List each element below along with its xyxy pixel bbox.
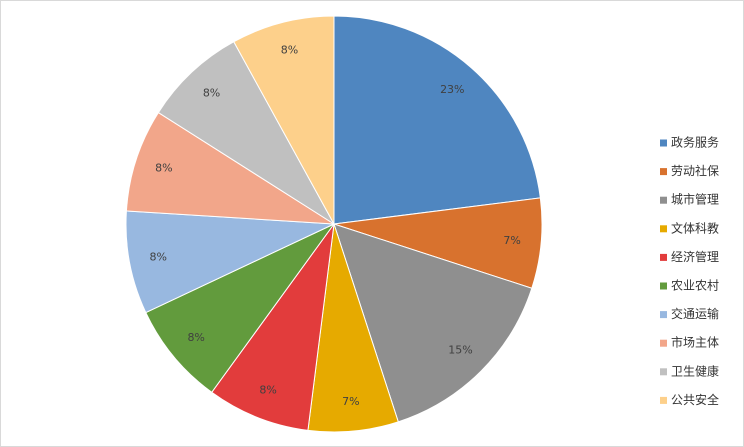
data-label: 8%	[150, 251, 167, 264]
legend-label: 城市管理	[671, 192, 719, 207]
legend-swatch	[660, 368, 667, 376]
pie-slice	[333, 223, 533, 423]
legend-swatch	[660, 396, 667, 404]
legend-swatch	[660, 253, 667, 261]
pie-slice	[157, 41, 335, 225]
legend-swatch	[660, 311, 667, 319]
legend-label: 政务服务	[671, 135, 719, 150]
pie-slice	[211, 223, 335, 431]
legend-swatch	[660, 339, 667, 347]
pie-slice	[125, 111, 335, 225]
legend-swatch	[660, 282, 667, 290]
data-label: 7%	[342, 395, 359, 408]
data-label: 8%	[187, 331, 204, 344]
legend-swatch	[660, 196, 667, 204]
legend-swatch	[660, 225, 667, 233]
legend-label: 卫生健康	[671, 363, 719, 378]
legend-label: 公共安全	[671, 392, 719, 407]
pie-slice	[333, 15, 541, 225]
legend-label: 交通运输	[671, 306, 719, 321]
data-label: 8%	[155, 162, 172, 175]
pie-slice	[145, 223, 335, 393]
legend-label: 经济管理	[671, 249, 719, 264]
pie-slice	[125, 210, 335, 314]
legend-label: 市场主体	[671, 335, 719, 350]
legend-label: 农业农村	[671, 279, 719, 293]
data-label: 8%	[281, 44, 298, 57]
pie-slice	[233, 15, 335, 225]
legend-swatch	[660, 168, 667, 176]
legend-swatch	[660, 139, 667, 147]
legend-label: 劳动社保	[671, 163, 719, 178]
data-label: 23%	[440, 83, 464, 96]
legend-label: 文体科教	[671, 220, 719, 235]
data-label: 15%	[448, 343, 472, 356]
data-label: 8%	[203, 87, 220, 100]
data-label: 8%	[259, 383, 276, 396]
data-label: 7%	[503, 234, 520, 247]
